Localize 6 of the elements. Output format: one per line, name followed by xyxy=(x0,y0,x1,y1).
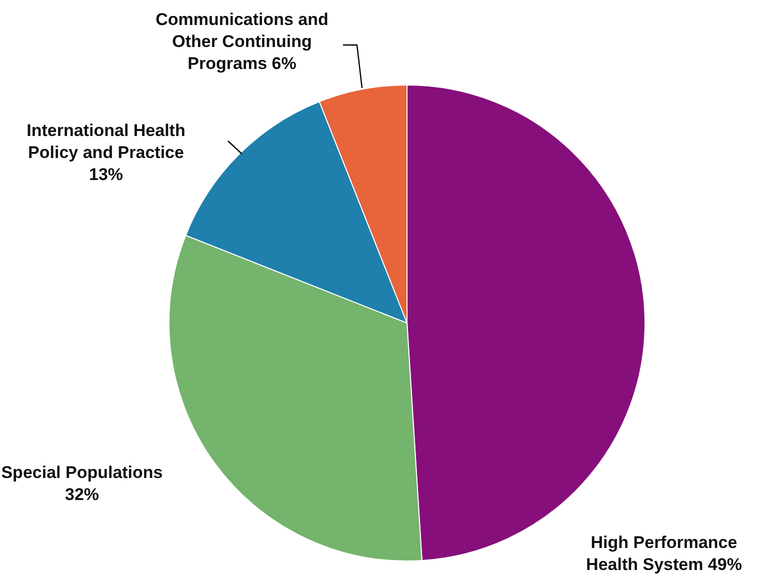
data-label: 32% xyxy=(64,485,100,504)
slice-label: International Health Policy and Practice xyxy=(26,121,186,162)
slice-label: Special Populations xyxy=(1,463,163,482)
data-label: 13% xyxy=(88,165,124,184)
slice-label: High Performance Health System 49% xyxy=(586,533,742,574)
slice-label: Communications and Other Continuing Programs 6% xyxy=(156,10,328,73)
